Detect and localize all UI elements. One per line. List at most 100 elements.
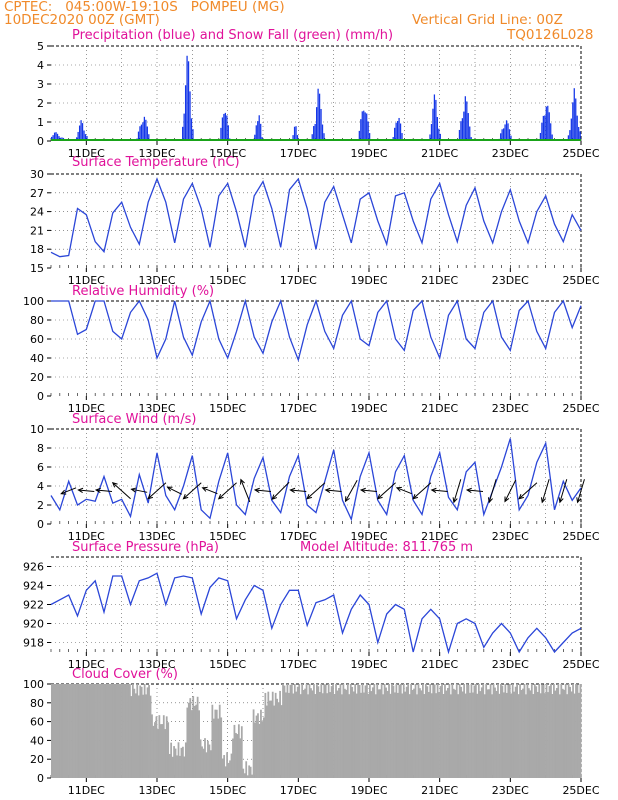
y-tick-label: 20 bbox=[30, 371, 44, 384]
wind-arrow-head bbox=[147, 493, 154, 500]
cloud-bar bbox=[391, 684, 393, 778]
cloud-bar bbox=[317, 686, 320, 778]
precip-bar bbox=[86, 136, 88, 141]
wind-arrow bbox=[412, 482, 432, 500]
cloud-bar bbox=[148, 685, 150, 778]
precip-bar bbox=[257, 121, 259, 141]
precip-bar bbox=[189, 91, 191, 141]
precip-bar bbox=[361, 111, 363, 141]
y-tick-label: 926 bbox=[23, 561, 44, 574]
x-tick-label: 17DEC bbox=[280, 147, 317, 160]
cloud-bar bbox=[327, 684, 330, 778]
panel-3: 0 2 4 6 8 10 11DEC 13DEC 15DEC 17DEC 19DEC 21DEC 23D… bbox=[30, 423, 600, 543]
precip-bar bbox=[323, 133, 325, 141]
cloud-bar bbox=[389, 693, 392, 778]
cloud-bar bbox=[239, 738, 242, 778]
cloud-bar bbox=[472, 692, 474, 778]
cloud-bar bbox=[380, 684, 383, 778]
cloud-bar bbox=[355, 693, 358, 778]
precip-bar bbox=[226, 115, 228, 141]
cloud-bar bbox=[413, 688, 415, 778]
cloud-bar bbox=[251, 774, 253, 778]
cloud-bar bbox=[184, 742, 187, 778]
cloud-bar bbox=[235, 732, 237, 778]
cloud-bar bbox=[76, 684, 78, 778]
cloud-bar bbox=[90, 684, 93, 778]
cloud-bar bbox=[112, 684, 115, 778]
cloud-bar bbox=[492, 684, 495, 778]
precip-bar bbox=[501, 129, 503, 141]
cloud-bar bbox=[279, 690, 281, 778]
x-tick-label: 15DEC bbox=[209, 402, 246, 415]
cloud-bar bbox=[420, 690, 423, 778]
precip-bar bbox=[80, 120, 82, 141]
cloud-bar bbox=[187, 702, 190, 778]
cloud-bar bbox=[198, 710, 200, 778]
cloud-bar bbox=[170, 742, 173, 778]
x-tick-label: 17DEC bbox=[280, 784, 317, 797]
wind-arrow-head bbox=[77, 487, 84, 493]
precip-bar bbox=[542, 115, 544, 141]
cloud-bar bbox=[542, 684, 545, 778]
precip-bar bbox=[430, 124, 433, 141]
humidity-line bbox=[51, 298, 582, 363]
cloud-bar bbox=[210, 750, 212, 778]
precip-bar bbox=[255, 125, 257, 141]
cloud-bar bbox=[232, 738, 234, 778]
precip-bar bbox=[316, 107, 318, 141]
cloud-bar bbox=[563, 689, 566, 778]
cloud-bar bbox=[508, 684, 511, 778]
cloud-bar bbox=[277, 702, 280, 778]
precip-bar bbox=[433, 94, 436, 141]
cloud-bar bbox=[414, 684, 417, 778]
y-tick-label: 0 bbox=[37, 518, 44, 531]
cloud-bar bbox=[133, 688, 136, 778]
cloud-bar bbox=[517, 694, 520, 778]
cloud-bar bbox=[246, 775, 249, 778]
cloud-bar bbox=[258, 723, 261, 778]
cloud-bar bbox=[321, 693, 324, 778]
cloud-bar bbox=[486, 689, 489, 778]
cloud-bar bbox=[536, 691, 539, 778]
cloud-bar bbox=[282, 684, 284, 778]
cloud-bar bbox=[436, 684, 439, 778]
cloud-bar bbox=[115, 684, 118, 778]
precip-bar bbox=[145, 119, 147, 141]
y-tick-label: 40 bbox=[30, 352, 44, 365]
cloud-bar bbox=[500, 684, 502, 778]
cloud-bar bbox=[158, 715, 161, 778]
y-tick-label: 2 bbox=[37, 499, 44, 512]
precip-bar bbox=[184, 85, 187, 141]
cloud-bar bbox=[430, 693, 433, 778]
x-tick-label: 17DEC bbox=[280, 658, 317, 671]
cloud-bar bbox=[343, 688, 346, 778]
x-tick-label: 25DEC bbox=[562, 274, 599, 287]
y-tick-label: 918 bbox=[23, 637, 44, 650]
x-tick-label: 23DEC bbox=[492, 402, 529, 415]
x-tick-label: 19DEC bbox=[350, 784, 387, 797]
cloud-bar bbox=[51, 684, 53, 778]
cloud-bar bbox=[298, 684, 301, 778]
cloud-bar bbox=[134, 693, 137, 778]
cloud-bar bbox=[452, 688, 455, 778]
y-tick-label: 40 bbox=[30, 734, 44, 747]
cloud-bar bbox=[151, 714, 153, 778]
precip-bar bbox=[83, 130, 85, 141]
precip-bar bbox=[292, 135, 294, 141]
wind-arrow bbox=[271, 481, 290, 500]
precip-bar bbox=[547, 105, 549, 141]
x-tick-label: 19DEC bbox=[350, 147, 387, 160]
precip-bar bbox=[182, 126, 184, 141]
cloud-bar bbox=[345, 689, 348, 778]
precip-bar bbox=[461, 118, 464, 141]
wind-arrow bbox=[78, 489, 95, 493]
cloud-bar bbox=[349, 684, 352, 778]
cloud-bar bbox=[417, 684, 420, 778]
cloud-bar bbox=[482, 684, 485, 778]
cloud-bar bbox=[271, 691, 274, 778]
cloud-bar bbox=[143, 684, 146, 778]
precip-bar bbox=[572, 102, 574, 141]
wind-arrow-head bbox=[465, 487, 472, 493]
precip-bar bbox=[550, 123, 552, 141]
cloud-bar bbox=[422, 684, 424, 778]
